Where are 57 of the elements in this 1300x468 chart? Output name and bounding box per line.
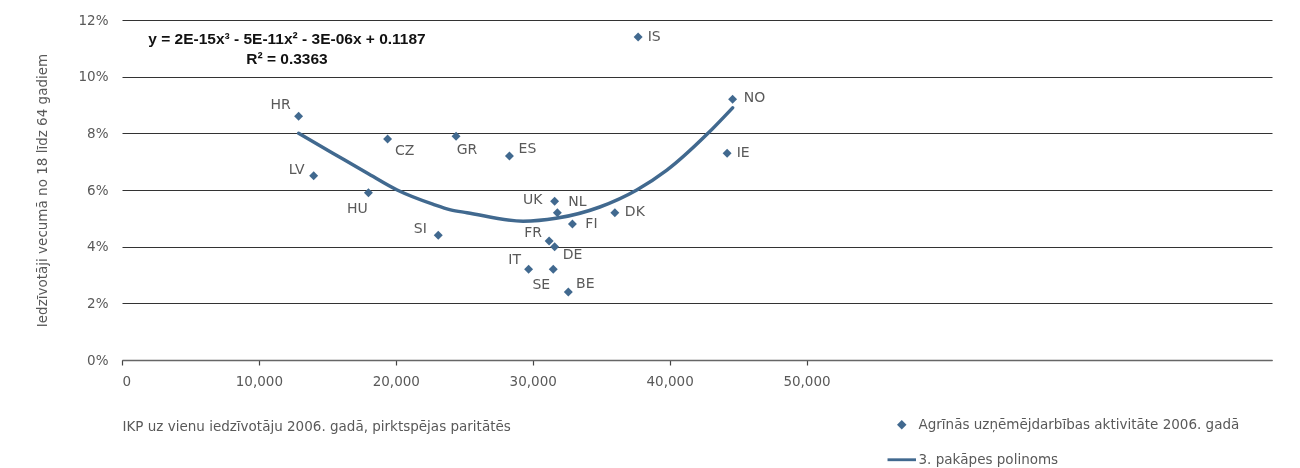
point — [309, 171, 319, 181]
annotation: LV — [288, 160, 306, 177]
y-axis-title: Iedzīvotāji vecumā no 18 līdz 64 gadiem — [33, 53, 50, 328]
point — [722, 148, 732, 158]
annotation: ES — [518, 140, 537, 156]
x-tick-label: 20,000 — [372, 372, 420, 389]
y-tick-label: 0% — [87, 351, 109, 368]
y-tick-label: 2% — [87, 294, 109, 311]
x-tick-label: 30,000 — [509, 372, 557, 389]
point — [552, 208, 562, 218]
annotation: UK — [522, 191, 544, 208]
point — [550, 196, 560, 206]
x-axis-title: IKP uz vienu iedzīvotāju 2006. gadā, pirktspējas paritātēs — [122, 417, 511, 434]
annotation: IE — [736, 144, 750, 161]
annotation: CZ — [394, 142, 415, 158]
point — [504, 151, 514, 161]
point — [567, 219, 577, 229]
annotation: HU — [347, 199, 368, 216]
point — [563, 287, 573, 297]
annotation: FR — [524, 224, 543, 240]
point — [550, 242, 560, 252]
y-tick-label: 8% — [87, 124, 109, 141]
point — [433, 230, 443, 240]
legend-label: Agrīnās uzņēmējdarbības aktivitāte 2006. gadā — [918, 415, 1240, 433]
x-tick-label: 40,000 — [646, 372, 694, 389]
point — [363, 188, 373, 198]
point — [610, 208, 620, 218]
annotation: DK — [624, 202, 646, 219]
annotation: FI — [585, 215, 598, 231]
point — [548, 264, 558, 274]
point — [451, 131, 461, 141]
x-tick-label: 50,000 — [783, 372, 831, 389]
y-tick-label: 10% — [78, 68, 109, 85]
annotation: SE — [532, 276, 551, 293]
annotation: HR — [270, 96, 291, 113]
annotation: GR — [456, 141, 478, 158]
annotation: R² = 0.3363 — [246, 50, 329, 67]
point — [633, 32, 643, 42]
x-tick-label: 0 — [122, 372, 132, 389]
point — [383, 134, 393, 144]
point — [524, 264, 534, 274]
annotation: IT — [508, 251, 522, 268]
annotation: SI — [413, 220, 427, 237]
annotation: NO — [743, 89, 766, 106]
point — [728, 94, 738, 104]
annotation: y = 2E-15x³ - 5E-11x² - 3E-06x + 0.1187 — [148, 30, 426, 47]
annotation: NL — [568, 192, 587, 209]
y-tick-label: 4% — [87, 238, 109, 255]
point — [544, 236, 554, 246]
annotation: DE — [562, 245, 583, 262]
point — [294, 111, 304, 121]
legend-label: 3. pakāpes polinoms — [918, 450, 1059, 467]
annotation: IS — [647, 28, 661, 44]
y-tick-label: 12% — [78, 11, 109, 28]
x-tick-label: 10,000 — [235, 372, 284, 389]
annotation: BE — [576, 275, 595, 291]
y-tick-label: 6% — [87, 181, 109, 198]
